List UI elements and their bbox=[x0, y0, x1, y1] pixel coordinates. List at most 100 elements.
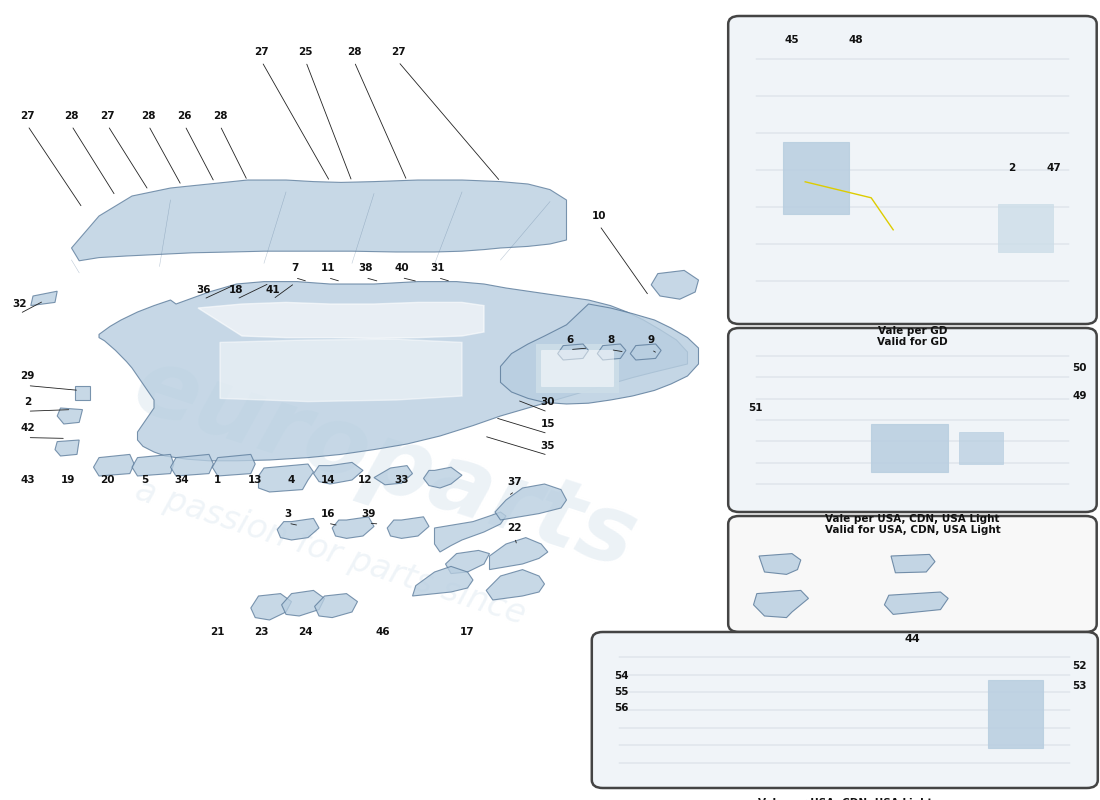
Text: 34: 34 bbox=[174, 475, 189, 485]
Text: 2: 2 bbox=[24, 397, 31, 406]
Text: 23: 23 bbox=[254, 627, 270, 637]
Text: 20: 20 bbox=[100, 475, 116, 485]
Text: europarts: europarts bbox=[122, 339, 648, 589]
Polygon shape bbox=[212, 454, 255, 476]
Text: 48: 48 bbox=[848, 35, 864, 45]
Text: 13: 13 bbox=[248, 475, 263, 485]
Text: 17: 17 bbox=[460, 627, 475, 637]
Text: 55: 55 bbox=[614, 687, 628, 697]
Bar bbox=[871, 424, 948, 472]
Polygon shape bbox=[759, 554, 801, 574]
Text: 27: 27 bbox=[390, 47, 406, 57]
Polygon shape bbox=[500, 304, 698, 404]
Text: 3: 3 bbox=[285, 509, 292, 518]
Text: 47: 47 bbox=[1046, 163, 1062, 173]
Text: 26: 26 bbox=[177, 111, 192, 121]
Text: 43: 43 bbox=[20, 475, 35, 485]
Polygon shape bbox=[31, 291, 57, 306]
Text: 35: 35 bbox=[540, 441, 556, 450]
Text: Vale per USA, CDN, USA Light
Valid for USA, CDN, USA Light: Vale per USA, CDN, USA Light Valid for U… bbox=[757, 798, 933, 800]
Text: 28: 28 bbox=[141, 111, 156, 121]
Text: Vale per GD
Valid for GD: Vale per GD Valid for GD bbox=[877, 326, 948, 347]
Polygon shape bbox=[434, 512, 506, 552]
Polygon shape bbox=[387, 517, 429, 538]
Text: 30: 30 bbox=[540, 398, 556, 407]
Polygon shape bbox=[57, 408, 82, 424]
Text: 2: 2 bbox=[1009, 163, 1015, 173]
Text: 12: 12 bbox=[358, 475, 373, 485]
Text: 21: 21 bbox=[210, 627, 225, 637]
Text: 28: 28 bbox=[64, 111, 79, 121]
Polygon shape bbox=[891, 554, 935, 573]
Polygon shape bbox=[277, 518, 319, 540]
Text: 11: 11 bbox=[320, 263, 336, 273]
Text: 7: 7 bbox=[292, 263, 298, 273]
Polygon shape bbox=[258, 464, 314, 492]
Text: 15: 15 bbox=[540, 419, 556, 429]
Text: 38: 38 bbox=[358, 263, 373, 273]
Polygon shape bbox=[490, 538, 548, 570]
Bar bbox=[998, 204, 1053, 252]
Text: 16: 16 bbox=[320, 509, 336, 518]
Bar bbox=[959, 432, 1003, 464]
Polygon shape bbox=[884, 592, 948, 614]
Text: 6: 6 bbox=[566, 335, 573, 345]
Text: 9: 9 bbox=[648, 335, 654, 345]
Text: 41: 41 bbox=[265, 285, 280, 294]
Text: 54: 54 bbox=[614, 671, 628, 681]
Text: 39: 39 bbox=[361, 509, 376, 518]
Polygon shape bbox=[251, 594, 292, 620]
Text: 5: 5 bbox=[142, 475, 148, 485]
Text: 24: 24 bbox=[298, 627, 314, 637]
Text: 40: 40 bbox=[394, 263, 409, 273]
Polygon shape bbox=[198, 302, 484, 338]
Polygon shape bbox=[72, 180, 566, 261]
Polygon shape bbox=[55, 440, 79, 456]
Bar bbox=[988, 680, 1043, 748]
Text: 51: 51 bbox=[748, 403, 762, 413]
Polygon shape bbox=[424, 467, 462, 488]
Text: 22: 22 bbox=[507, 523, 522, 533]
Polygon shape bbox=[282, 590, 324, 616]
Text: 8: 8 bbox=[607, 335, 614, 345]
Bar bbox=[536, 344, 618, 392]
Text: 37: 37 bbox=[507, 477, 522, 486]
Text: 25: 25 bbox=[298, 47, 314, 57]
Text: 29: 29 bbox=[20, 371, 35, 381]
Text: 18: 18 bbox=[229, 285, 244, 294]
Text: a passion for parts since: a passion for parts since bbox=[131, 473, 529, 631]
Polygon shape bbox=[630, 344, 661, 360]
Polygon shape bbox=[75, 386, 90, 400]
FancyBboxPatch shape bbox=[728, 16, 1097, 324]
Polygon shape bbox=[558, 344, 589, 360]
Text: 42: 42 bbox=[20, 423, 35, 433]
Bar bbox=[541, 350, 613, 386]
Text: 4: 4 bbox=[288, 475, 295, 485]
Polygon shape bbox=[132, 454, 174, 476]
Text: 14: 14 bbox=[320, 475, 336, 485]
Text: 19: 19 bbox=[60, 475, 76, 485]
Polygon shape bbox=[651, 270, 698, 299]
Bar bbox=[783, 142, 849, 214]
Polygon shape bbox=[597, 344, 626, 360]
Text: 31: 31 bbox=[430, 263, 446, 273]
Text: 1: 1 bbox=[214, 475, 221, 485]
Polygon shape bbox=[486, 570, 544, 600]
Text: 44: 44 bbox=[904, 634, 921, 643]
Polygon shape bbox=[220, 339, 462, 402]
Text: 10: 10 bbox=[592, 211, 607, 221]
Text: 28: 28 bbox=[212, 111, 228, 121]
Text: 49: 49 bbox=[1072, 391, 1087, 401]
Polygon shape bbox=[446, 550, 490, 574]
Polygon shape bbox=[495, 484, 566, 520]
Polygon shape bbox=[754, 590, 808, 618]
Text: 33: 33 bbox=[394, 475, 409, 485]
Polygon shape bbox=[315, 594, 358, 618]
Polygon shape bbox=[94, 454, 134, 476]
Text: Vale per USA, CDN, USA Light
Valid for USA, CDN, USA Light: Vale per USA, CDN, USA Light Valid for U… bbox=[825, 514, 1000, 535]
Polygon shape bbox=[314, 462, 363, 484]
Polygon shape bbox=[170, 454, 213, 476]
Text: 27: 27 bbox=[254, 47, 270, 57]
Text: 27: 27 bbox=[20, 111, 35, 121]
Text: 50: 50 bbox=[1072, 363, 1087, 373]
